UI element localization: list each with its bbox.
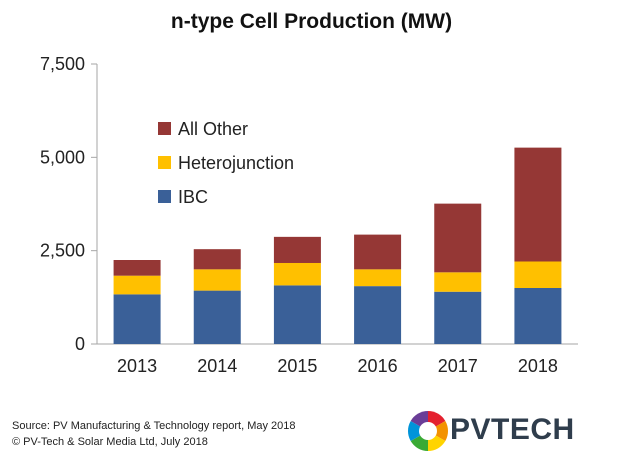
bar-heterojunction-2016 [354,269,402,287]
source-note: Source: PV Manufacturing & Technology re… [12,420,296,432]
bar-ibc-2016 [354,286,402,344]
pvtech-logo-mark-icon [408,411,448,451]
bar-heterojunction-2018 [514,261,562,288]
x-tick-label: 2018 [518,356,558,376]
bar-all-other-2015 [273,236,321,263]
y-tick-label: 2,500 [40,241,85,261]
x-tick-label: 2015 [277,356,317,376]
bar-all-other-2013 [113,260,161,276]
y-tick-label: 5,000 [40,147,85,167]
x-tick-label: 2014 [197,356,237,376]
bar-all-other-2016 [354,234,402,270]
logo-ring-segment [428,421,448,441]
y-axis: 0 2,500 5,000 7,500 [40,54,98,354]
bar-heterojunction-2014 [193,269,241,291]
x-tick-label: 2013 [117,356,157,376]
bar-ibc-2015 [273,285,321,344]
logo-ring-segment [408,421,428,441]
bar-all-other-2014 [193,249,241,270]
chart-title: n-type Cell Production (MW) [170,10,453,33]
x-tick-label: 2016 [358,356,398,376]
bar-ibc-2017 [434,291,482,344]
legend: All Other Heterojunction IBC [158,119,294,207]
legend-label-all-other: All Other [178,119,248,139]
bar-all-other-2017 [434,203,482,273]
x-axis: 2013 2014 2015 2016 2017 2018 [97,343,578,376]
bar-ibc-2013 [113,294,161,344]
bar-heterojunction-2015 [273,262,321,286]
logo-text: PVTECH [450,413,575,446]
bar-all-other-2018 [514,147,562,262]
legend-label-ibc: IBC [178,187,208,207]
legend-swatch-all-other [158,122,171,135]
bar-heterojunction-2017 [434,272,482,292]
bar-heterojunction-2013 [113,275,161,295]
pvtech-logo: PVTECH [404,405,619,457]
legend-swatch-heterojunction [158,156,171,169]
legend-swatch-ibc [158,190,171,203]
bar-ibc-2018 [514,288,562,344]
y-tick-label: 0 [75,334,85,354]
legend-label-heterojunction: Heterojunction [178,153,294,173]
bar-ibc-2014 [193,290,241,344]
bars [113,147,562,344]
y-tick-label: 7,500 [40,54,85,74]
copyright-note: © PV-Tech & Solar Media Ltd, July 2018 [12,436,208,448]
x-tick-label: 2017 [438,356,478,376]
